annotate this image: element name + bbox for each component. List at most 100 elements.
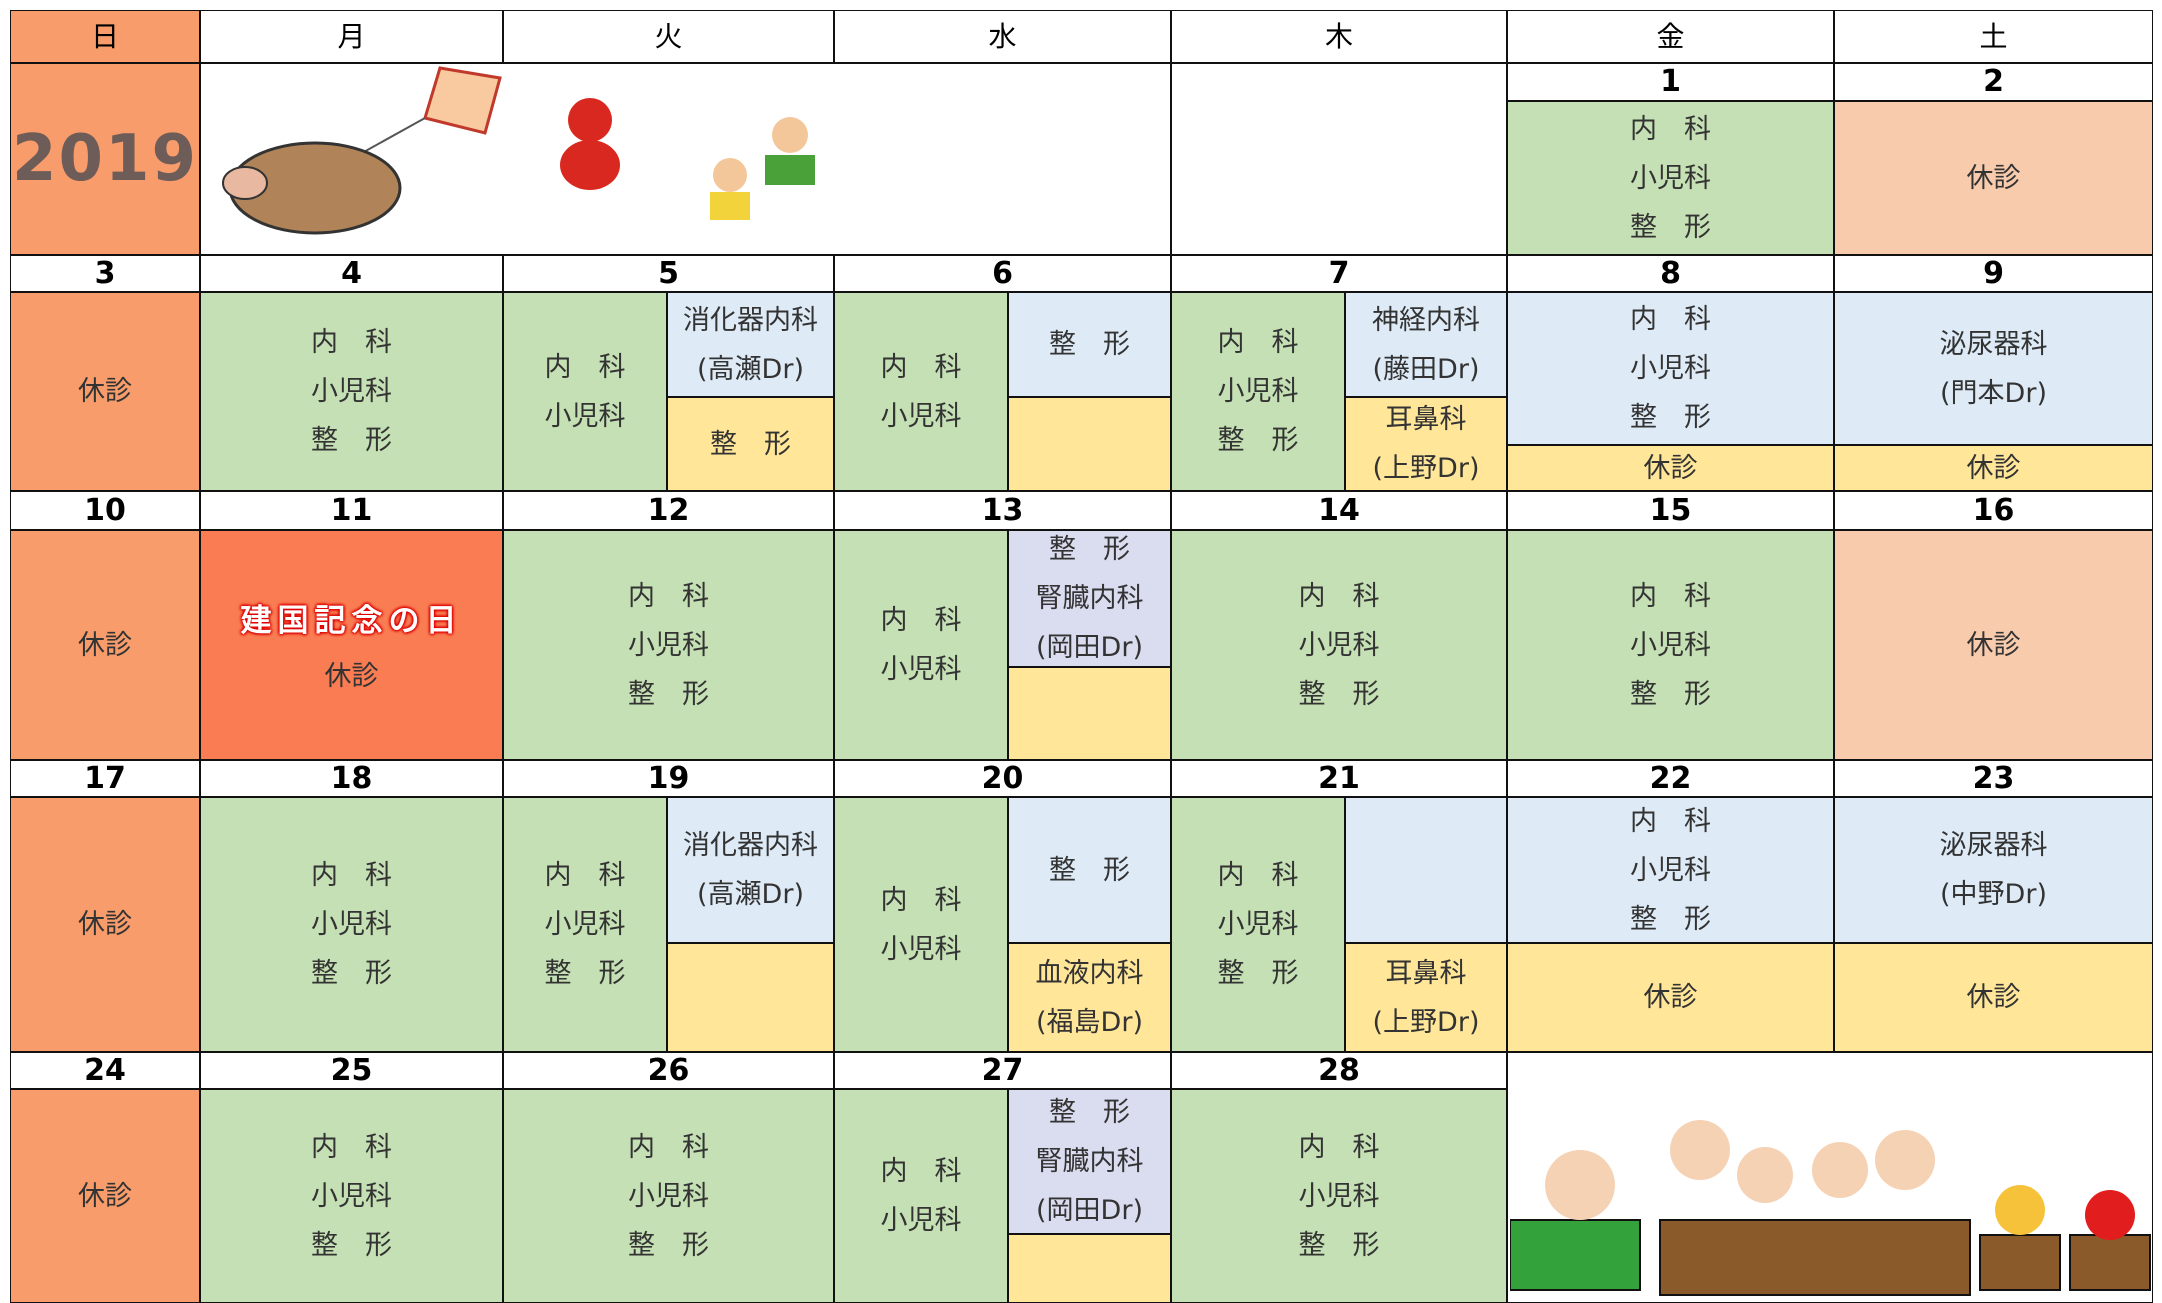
date-number: 13: [834, 491, 1171, 530]
date-number: 11: [200, 491, 503, 530]
holiday-name: 建国記念の日: [240, 602, 463, 639]
department: 内 科: [1217, 327, 1299, 358]
department: (中野Dr): [1940, 879, 2047, 910]
department: 整 形: [1298, 1229, 1380, 1261]
department: 内 科: [1630, 805, 1711, 837]
department: 内 科: [544, 860, 626, 891]
date-number: 21: [1171, 760, 1507, 797]
department: 泌尿器科: [1939, 328, 2048, 360]
date-number: 18: [200, 760, 503, 797]
schedule-cell: 内 科小児科整 形: [200, 292, 503, 491]
boar-kite-illustration: [222, 66, 502, 235]
date-number: 22: [1507, 760, 1834, 797]
department: 整 形: [1630, 211, 1711, 243]
schedule-cell: 建国記念の日 休診: [200, 530, 503, 760]
department: 内 科: [628, 580, 709, 612]
department: 内 科: [880, 884, 962, 916]
schedule-cell: 内 科小児科整 形: [1507, 797, 1834, 943]
schedule-cell: 神経内科 (藤田Dr): [1345, 292, 1507, 397]
date-number: 20: [834, 760, 1171, 797]
department: 整 形: [1630, 903, 1711, 935]
department: 休診: [78, 1180, 132, 1212]
department: 整 形: [1049, 854, 1130, 886]
schedule-cell: 内 科小児科: [834, 530, 1008, 760]
department: (岡田Dr): [1036, 632, 1143, 663]
department: 休診: [1966, 982, 2021, 1013]
schedule-cell: 内 科小児科: [834, 1089, 1008, 1303]
date-number: 17: [10, 760, 200, 797]
date-number: 15: [1507, 491, 1834, 530]
schedule-cell: 休診: [1834, 101, 2153, 255]
empty-cell: [1171, 63, 1507, 255]
date-number: 16: [1834, 491, 2153, 530]
schedule-cell: 内 科小児科整 形: [1507, 292, 1834, 445]
weekday-header: 土: [1834, 10, 2153, 63]
schedule-cell: 内 科小児科: [834, 292, 1008, 491]
empty-cell: [1008, 1234, 1171, 1303]
schedule-cell: 休診: [10, 797, 200, 1052]
empty-cell: [1008, 397, 1171, 491]
empty-cell: [667, 943, 834, 1052]
department: 内 科: [880, 1156, 962, 1187]
department: 休診: [1966, 452, 2021, 484]
weekday-header: 木: [1171, 10, 1507, 63]
department: 内 科: [311, 860, 392, 891]
date-number: 27: [834, 1052, 1171, 1089]
department: 内 科: [1630, 113, 1711, 145]
department: 内 科: [311, 327, 392, 358]
department: (門本Dr): [1940, 377, 2047, 409]
department: 小児科: [1630, 353, 1711, 384]
schedule-cell: 内 科小児科整 形: [1171, 797, 1345, 1052]
schedule-cell: 休診: [1507, 943, 1834, 1052]
department: 整 形: [1049, 1097, 1130, 1128]
department: 小児科: [1630, 629, 1711, 661]
schedule-cell: 整 形: [667, 397, 834, 491]
department: 休診: [324, 660, 379, 692]
date-number: 14: [1171, 491, 1507, 530]
schedule-cell: 内 科小児科整 形: [503, 1089, 834, 1303]
department: 小児科: [1298, 1180, 1380, 1212]
date-number: 10: [10, 491, 200, 530]
department: 整 形: [1630, 678, 1711, 710]
department: 整 形: [1049, 534, 1130, 565]
department: 休診: [1643, 982, 1698, 1013]
department: 内 科: [1630, 580, 1711, 612]
department: 血液内科: [1035, 957, 1144, 989]
date-number: 5: [503, 255, 834, 292]
schedule-cell: 消化器内科 (高瀬Dr): [667, 797, 834, 943]
department: 整 形: [1217, 425, 1299, 456]
weekday-header: 日: [10, 10, 200, 63]
date-number: 9: [1834, 255, 2153, 292]
schedule-cell: 整 形腎臓内科 (岡田Dr): [1008, 1089, 1171, 1234]
department: 内 科: [544, 351, 626, 383]
schedule-cell: 内 科小児科整 形: [1507, 101, 1834, 255]
weekday-header: 水: [834, 10, 1171, 63]
schedule-cell: 休診: [10, 530, 200, 760]
date-number: 8: [1507, 255, 1834, 292]
schedule-cell: 休診: [10, 292, 200, 491]
empty-cell: [1008, 667, 1171, 760]
weekday-header: 月: [200, 10, 503, 63]
department: 内 科: [628, 1131, 709, 1163]
department: 整 形: [1630, 402, 1711, 433]
schedule-cell: 内 科小児科整 形: [503, 797, 667, 1052]
family-train-illustration: [1510, 1120, 2151, 1296]
schedule-cell: 整 形腎臓内科 (岡田Dr): [1008, 530, 1171, 667]
department: 整 形: [311, 958, 392, 989]
department: 腎臓内科: [1035, 583, 1144, 614]
schedule-cell: 耳鼻科 (上野Dr): [1345, 943, 1507, 1052]
department: 小児科: [311, 1180, 392, 1212]
department: 小児科: [880, 654, 962, 685]
department: 腎臓内科: [1035, 1146, 1144, 1177]
department: 小児科: [544, 400, 626, 432]
department: 小児科: [628, 629, 709, 661]
schedule-cell: 内 科小児科: [834, 797, 1008, 1052]
department: 小児科: [880, 933, 962, 965]
year-cell: 2019: [10, 63, 200, 255]
department: 小児科: [628, 1180, 709, 1212]
schedule-cell: 整 形: [1008, 797, 1171, 943]
date-number: 19: [503, 760, 834, 797]
department: 小児科: [1298, 629, 1380, 661]
department: (藤田Dr): [1372, 353, 1480, 385]
